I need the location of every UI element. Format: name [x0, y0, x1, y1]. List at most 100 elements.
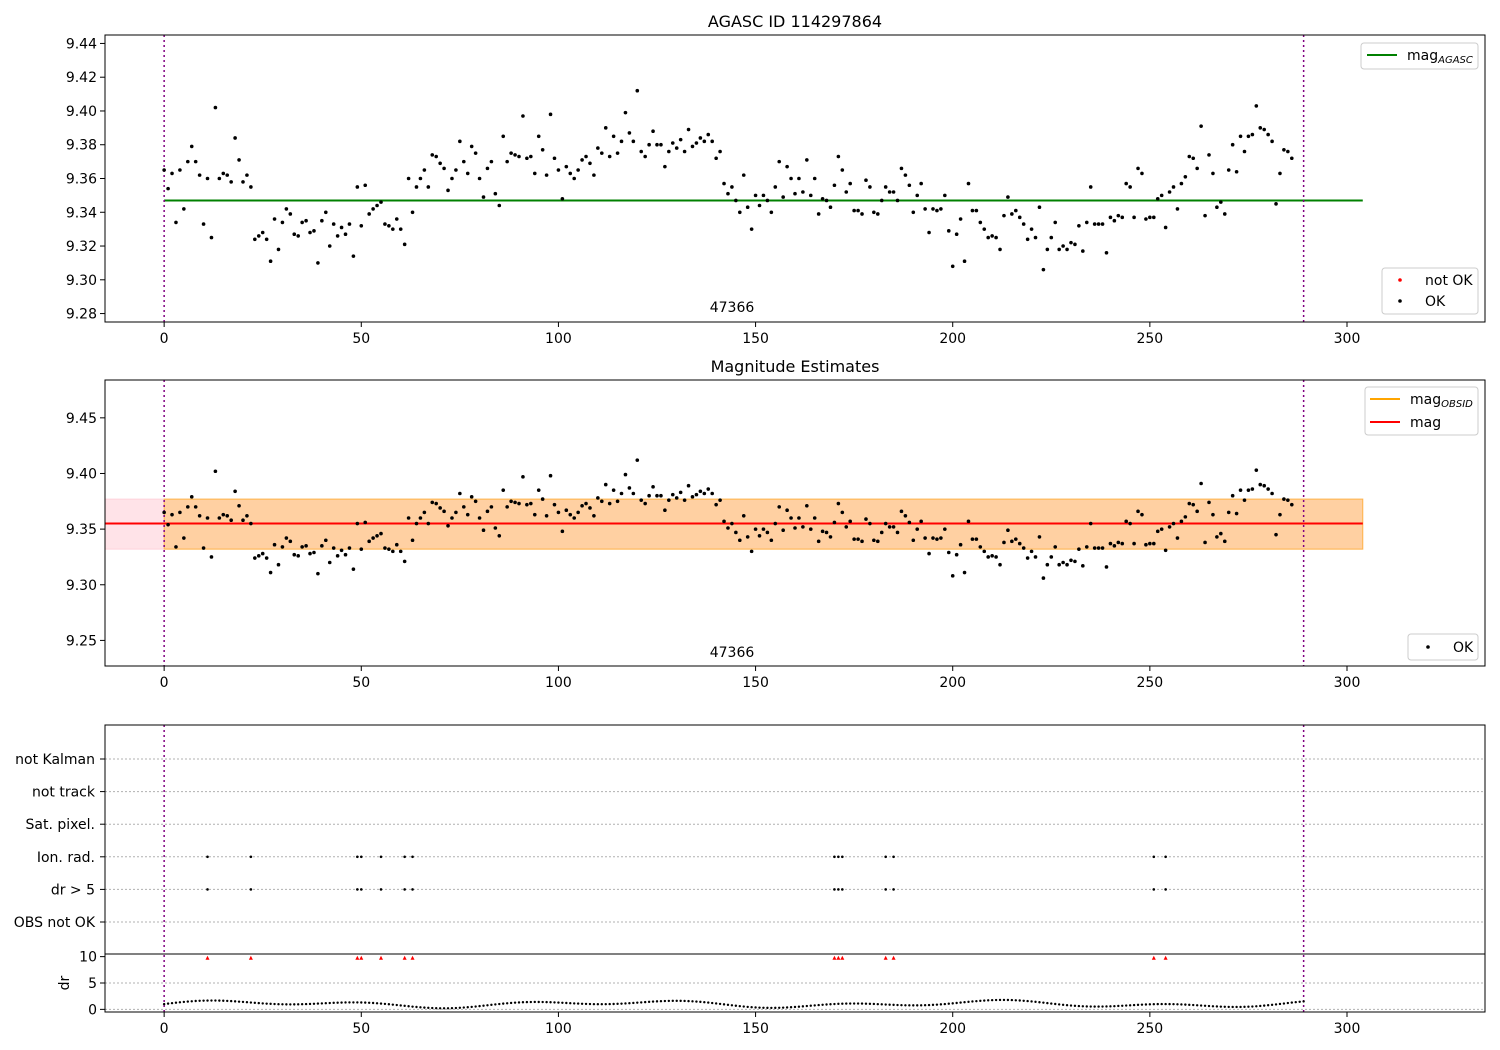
- dr-point: [529, 1000, 533, 1004]
- ok-point: [706, 487, 711, 491]
- ok-point: [702, 491, 707, 496]
- ok-point: [907, 520, 912, 525]
- dr-point: [1128, 1004, 1132, 1007]
- ok-point: [808, 527, 813, 531]
- ok-point: [793, 191, 797, 196]
- ok-point: [450, 176, 454, 181]
- ok-point: [919, 519, 923, 524]
- dr-point: [1188, 1003, 1191, 1007]
- dr-point: [919, 1004, 923, 1007]
- ok-point: [584, 501, 588, 506]
- ok-point: [812, 516, 817, 520]
- ok-point: [1108, 541, 1113, 546]
- dr-point: [525, 1000, 529, 1004]
- ok-point: [458, 491, 462, 496]
- ok-point: [1211, 512, 1215, 517]
- dr-point: [569, 1002, 572, 1005]
- ok-point: [1069, 240, 1073, 245]
- ok-point: [367, 539, 371, 544]
- dr-point: [462, 1006, 465, 1009]
- ok-point: [753, 193, 758, 198]
- dr-point: [549, 1001, 552, 1004]
- ok-point: [745, 205, 750, 209]
- ok-point: [529, 154, 533, 159]
- dr-point: [1266, 1004, 1270, 1007]
- dr-point: [332, 1001, 335, 1005]
- ok-point: [1266, 487, 1270, 491]
- dr-point: [1160, 1002, 1163, 1006]
- ok-point: [970, 537, 975, 541]
- ok-point: [1021, 222, 1026, 226]
- dr-point: [912, 1004, 915, 1007]
- dr-point: [651, 1000, 655, 1003]
- ok-point: [402, 242, 407, 247]
- x-tick-label: 250: [1136, 1021, 1163, 1037]
- ok-point: [363, 183, 368, 188]
- dr-point: [983, 999, 986, 1002]
- dr-point: [1140, 1003, 1144, 1006]
- ok-point: [465, 171, 470, 176]
- dr-point: [304, 1002, 308, 1006]
- dr-point: [817, 1003, 820, 1007]
- dr-point: [1069, 1004, 1073, 1007]
- dr-point: [1278, 1002, 1282, 1006]
- ok-point: [442, 166, 446, 171]
- dr-point: [1113, 1004, 1116, 1008]
- dr-point: [454, 1006, 458, 1010]
- ok-point: [363, 520, 368, 525]
- ok-point: [312, 229, 316, 233]
- ok-point: [1226, 168, 1231, 172]
- dr-point: [1109, 1005, 1112, 1008]
- ok-point: [816, 539, 821, 544]
- ok-point: [741, 513, 746, 518]
- flag-point: [833, 888, 836, 891]
- ok-point: [481, 528, 486, 533]
- ok-point: [268, 259, 273, 264]
- dr-point: [1105, 1005, 1108, 1008]
- dr-point: [750, 1005, 753, 1009]
- ok-point: [469, 495, 474, 499]
- ok-point: [659, 493, 663, 498]
- dr-point: [675, 999, 678, 1003]
- dr-point: [1294, 1000, 1297, 1004]
- ok-point: [903, 173, 908, 177]
- ok-point: [686, 483, 691, 488]
- dr-point: [774, 1006, 777, 1010]
- ok-point: [1006, 528, 1010, 533]
- dr-point: [395, 1003, 398, 1007]
- ok-point: [434, 154, 439, 159]
- ok-point: [891, 525, 896, 529]
- ok-point: [990, 554, 994, 558]
- ok-point: [982, 549, 987, 554]
- panel-1-frame: [104, 34, 1486, 323]
- ok-point: [473, 499, 478, 504]
- dr-point: [734, 1004, 738, 1007]
- ok-point: [268, 570, 273, 575]
- ok-point: [422, 510, 427, 515]
- ok-point: [1215, 535, 1219, 539]
- dr-point: [624, 1002, 627, 1005]
- ok-point: [946, 550, 951, 555]
- panel-2-title: Magnitude Estimates: [711, 357, 880, 376]
- x-tick-label: 200: [939, 331, 966, 347]
- ok-point: [674, 496, 679, 500]
- ok-point: [304, 218, 308, 223]
- dr-point: [210, 999, 213, 1002]
- dr-point: [344, 1001, 347, 1004]
- ok-point: [887, 190, 892, 194]
- x-tick-label: 0: [160, 331, 169, 347]
- ok-point: [663, 164, 667, 169]
- panel-1-title: AGASC ID 114297864: [708, 12, 882, 31]
- dr-point: [1282, 1002, 1286, 1005]
- dr-point: [1184, 1003, 1187, 1006]
- ok-point: [765, 198, 770, 203]
- dr-point: [683, 999, 686, 1003]
- ok-point: [276, 247, 281, 252]
- ok-point: [631, 139, 636, 144]
- ok-point: [761, 527, 766, 531]
- ok-point: [497, 203, 502, 208]
- dr-clipped-marker: [891, 955, 896, 960]
- ok-point: [454, 510, 458, 515]
- ok-point: [939, 536, 943, 540]
